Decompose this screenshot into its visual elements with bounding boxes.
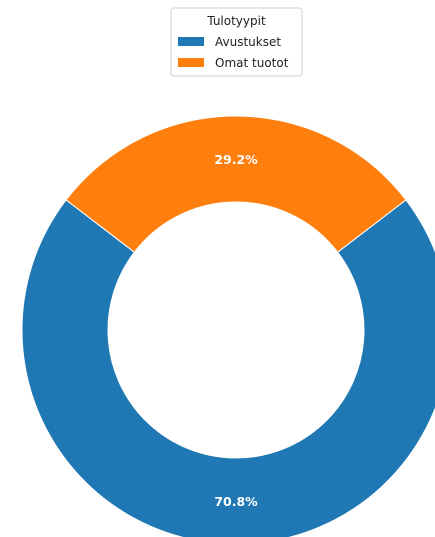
slice-avustukset xyxy=(21,199,435,537)
slice-labels: 70.8% 29.2% xyxy=(214,152,258,509)
slice-omat-tuotot xyxy=(65,115,407,253)
donut-slices xyxy=(21,115,435,537)
legend-swatch-omat-tuotot xyxy=(178,58,204,67)
legend-swatch-avustukset xyxy=(178,37,204,46)
legend-title: Tulotyypit xyxy=(206,14,266,28)
legend-label-avustukset: Avustukset xyxy=(215,35,281,49)
legend: Tulotyypit Avustukset Omat tuotot xyxy=(170,7,303,77)
slice-label-omat-tuotot: 29.2% xyxy=(214,152,258,167)
legend-label-omat-tuotot: Omat tuotot xyxy=(215,56,289,70)
slice-label-avustukset: 70.8% xyxy=(214,494,258,509)
